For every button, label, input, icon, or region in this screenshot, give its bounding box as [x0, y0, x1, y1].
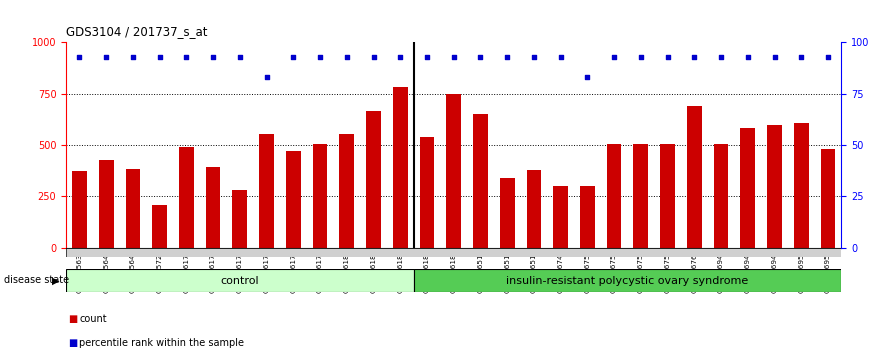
Point — [72, 54, 86, 60]
Point — [366, 54, 381, 60]
Bar — [687, 106, 701, 248]
Bar — [313, 144, 328, 248]
Point — [447, 54, 461, 60]
Point — [607, 54, 621, 60]
Bar — [339, 134, 354, 248]
Bar — [286, 151, 300, 248]
Point — [821, 54, 835, 60]
Bar — [553, 186, 568, 248]
Text: GDS3104 / 201737_s_at: GDS3104 / 201737_s_at — [66, 25, 208, 38]
Point — [206, 54, 220, 60]
Point — [500, 54, 515, 60]
Bar — [447, 94, 461, 248]
Text: disease state: disease state — [4, 275, 70, 285]
Bar — [660, 144, 675, 248]
Bar — [767, 125, 781, 248]
Point — [581, 75, 595, 80]
Bar — [633, 144, 648, 248]
Point — [714, 54, 728, 60]
Bar — [72, 171, 87, 248]
Point — [794, 54, 808, 60]
Point — [126, 54, 140, 60]
Bar — [66, 269, 413, 292]
Bar — [820, 149, 835, 248]
Bar — [473, 114, 488, 248]
Point — [661, 54, 675, 60]
Point — [260, 75, 274, 80]
Bar — [99, 160, 114, 248]
Text: count: count — [79, 314, 107, 324]
Text: control: control — [220, 275, 259, 286]
Text: ■: ■ — [68, 314, 77, 324]
Bar — [500, 178, 515, 248]
Bar — [740, 128, 755, 248]
Bar — [393, 87, 408, 248]
Point — [180, 54, 194, 60]
Point — [767, 54, 781, 60]
Point — [286, 54, 300, 60]
Bar — [413, 269, 841, 292]
Bar — [607, 144, 621, 248]
Bar — [233, 190, 248, 248]
Bar — [794, 122, 809, 248]
Bar — [366, 111, 381, 248]
Point — [233, 54, 247, 60]
Point — [100, 54, 114, 60]
Text: insulin-resistant polycystic ovary syndrome: insulin-resistant polycystic ovary syndr… — [507, 275, 749, 286]
Point — [473, 54, 487, 60]
Point — [633, 54, 648, 60]
Point — [687, 54, 701, 60]
Bar — [152, 205, 167, 248]
Point — [393, 54, 407, 60]
Bar — [259, 134, 274, 248]
Bar — [206, 167, 220, 248]
Bar — [527, 170, 541, 248]
Point — [340, 54, 354, 60]
Text: percentile rank within the sample: percentile rank within the sample — [79, 338, 244, 348]
Point — [741, 54, 755, 60]
Bar — [714, 144, 729, 248]
Text: ■: ■ — [68, 338, 77, 348]
Bar — [126, 169, 140, 248]
Point — [152, 54, 167, 60]
Bar — [419, 137, 434, 248]
Point — [313, 54, 327, 60]
Point — [553, 54, 567, 60]
Point — [420, 54, 434, 60]
Bar — [580, 186, 595, 248]
Point — [527, 54, 541, 60]
Bar — [179, 147, 194, 248]
Text: ▶: ▶ — [52, 275, 60, 285]
